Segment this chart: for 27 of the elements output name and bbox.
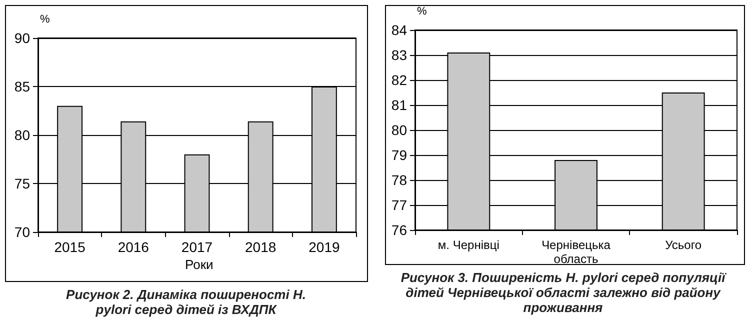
y-axis-title: % bbox=[417, 6, 427, 18]
y-tick-label: 90 bbox=[14, 30, 30, 46]
y-axis-title: % bbox=[40, 14, 50, 26]
x-tick-label: 2017 bbox=[181, 239, 213, 255]
y-tick-label: 80 bbox=[391, 122, 408, 138]
x-tick-label: м. Чернівці bbox=[438, 238, 500, 252]
text: Рисунок 3. Поширеність H. pylori серед популяції дітей Чернівецької області залежно від району проживання bbox=[400, 270, 728, 315]
y-tick-label: 70 bbox=[14, 224, 30, 240]
x-tick-label: 2015 bbox=[54, 239, 86, 255]
y-tick-label: 82 bbox=[391, 72, 408, 88]
y-tick-label: 81 bbox=[391, 97, 408, 113]
text: Рисунок 2. Динаміка поширеності H. pylori серед дітей із ВХДПК bbox=[65, 287, 307, 317]
x-tick-label: Чернівецька область bbox=[542, 238, 611, 266]
y-tick-label: 75 bbox=[14, 176, 30, 192]
x-tick-label: 2019 bbox=[308, 239, 340, 255]
y-tick-label: 83 bbox=[391, 47, 408, 63]
y-tick-label: 80 bbox=[14, 127, 30, 143]
x-tick-label: Усього bbox=[665, 238, 702, 252]
x-tick-label: 2018 bbox=[245, 239, 276, 255]
y-tick-label: 85 bbox=[14, 78, 30, 94]
y-tick-label: 76 bbox=[391, 222, 408, 238]
y-tick-label: 78 bbox=[391, 172, 408, 188]
x-axis-title: Роки bbox=[185, 257, 214, 272]
y-tick-label: 84 bbox=[391, 22, 408, 38]
y-tick-label: 79 bbox=[391, 147, 408, 163]
y-tick-label: 77 bbox=[391, 197, 408, 213]
x-tick-label: 2016 bbox=[118, 239, 150, 255]
